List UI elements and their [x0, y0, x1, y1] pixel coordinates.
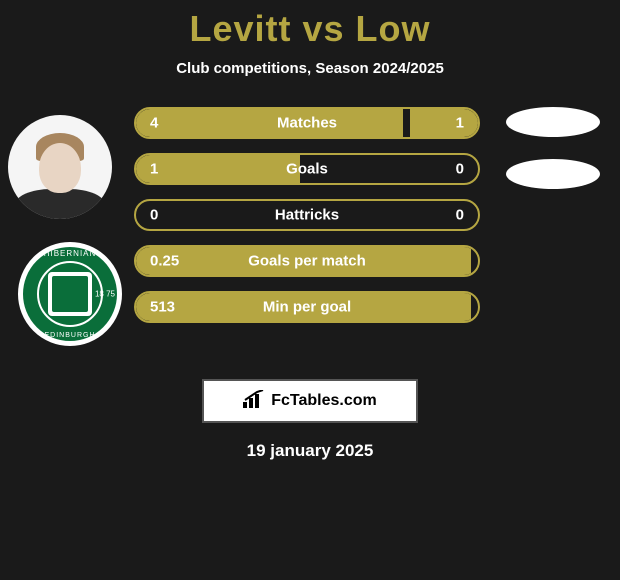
stat-value-left: 1 [150, 161, 158, 178]
club-badge-right [506, 159, 600, 189]
stat-value-left: 513 [150, 299, 175, 316]
stat-row: 0 Hattricks 0 [134, 199, 480, 231]
stat-label: Matches [277, 115, 337, 132]
stat-fill-right [410, 109, 478, 137]
club-name-bottom: EDINBURGH [44, 332, 95, 339]
stat-fill-left [136, 155, 300, 183]
player-right-avatar [506, 107, 600, 137]
stat-label: Goals [286, 161, 328, 178]
stat-value-right: 0 [456, 161, 464, 178]
club-year: 18 75 [95, 290, 115, 299]
club-name-top: HIBERNIAN [44, 249, 97, 258]
stat-row: 1 Goals 0 [134, 153, 480, 185]
stat-row: 513 Min per goal [134, 291, 480, 323]
stat-label: Min per goal [263, 299, 351, 316]
stat-fill-left [136, 109, 403, 137]
player-left-avatar [8, 115, 112, 219]
comparison-area: HIBERNIAN 18 75 EDINBURGH 4 Matches 1 1 Goal… [0, 107, 620, 367]
club-badge-left: HIBERNIAN 18 75 EDINBURGH [18, 242, 122, 346]
stat-value-left: 4 [150, 115, 158, 132]
stat-value-left: 0.25 [150, 253, 179, 270]
date-text: 19 january 2025 [0, 441, 620, 461]
fctables-logo[interactable]: FcTables.com [202, 379, 418, 423]
stat-value-right: 0 [456, 207, 464, 224]
stat-value-right: 1 [456, 115, 464, 132]
chart-icon [243, 390, 265, 413]
stats-column: 4 Matches 1 1 Goals 0 0 Hattricks 0 0.25 Goals per… [134, 107, 480, 337]
right-avatar-column [506, 107, 600, 211]
stat-row: 4 Matches 1 [134, 107, 480, 139]
stat-row: 0.25 Goals per match [134, 245, 480, 277]
page-title: Levitt vs Low [0, 0, 620, 50]
stat-label: Hattricks [275, 207, 339, 224]
stat-value-left: 0 [150, 207, 158, 224]
stat-label: Goals per match [248, 253, 366, 270]
subtitle: Club competitions, Season 2024/2025 [0, 60, 620, 77]
logo-text: FcTables.com [271, 392, 377, 410]
